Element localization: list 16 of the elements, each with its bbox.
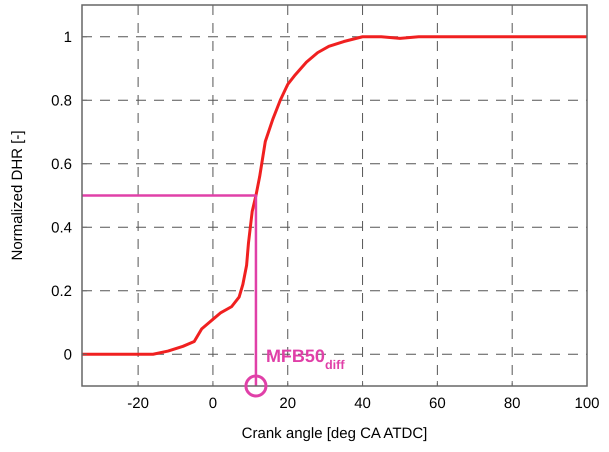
y-tick-label: 1 [64, 28, 72, 46]
x-tick-label: 60 [429, 395, 446, 412]
x-tick-label: 0 [208, 395, 218, 412]
x-axis-title: Crank angle [deg CA ATDC] [242, 425, 428, 442]
y-tick-label: 0.4 [51, 219, 72, 236]
x-tick-label: 40 [354, 395, 371, 412]
y-tick-label: 0 [64, 346, 72, 364]
y-tick-label: 0.6 [51, 156, 72, 173]
x-tick-label: 80 [504, 395, 521, 412]
x-tick-label: 100 [574, 395, 600, 412]
annotation: MFB50$_{diff}$ [266, 346, 346, 372]
x-tick-label: -20 [127, 395, 149, 412]
y-tick-label: 0.2 [51, 282, 72, 300]
y-axis-title: Normalized DHR [-] [9, 130, 26, 261]
y-tick-label: 0.8 [51, 92, 72, 110]
x-tick-label: 20 [279, 395, 296, 412]
